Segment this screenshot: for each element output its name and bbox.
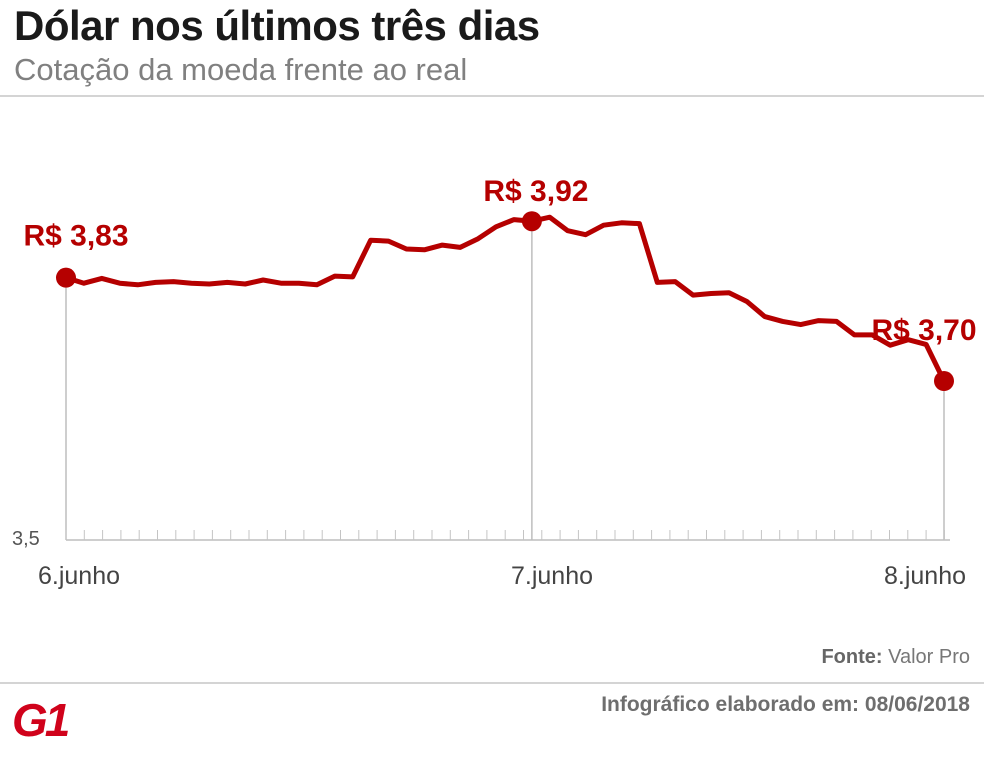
data-point-marker: [521, 211, 542, 232]
source-label: Fonte:: [821, 646, 883, 668]
data-labels: R$ 3,83 R$ 3,92 R$ 3,70: [23, 175, 976, 347]
x-tick-label: 8.junho: [884, 562, 966, 590]
point-markers: [56, 211, 954, 391]
g1-logo: G1: [12, 696, 72, 740]
credit-note: Infográfico elaborado em: 08/06/2018: [601, 693, 970, 716]
series-layer: [63, 214, 947, 384]
data-point-marker: [56, 267, 76, 288]
data-label: R$ 3,70: [871, 314, 976, 347]
source-value: Valor Pro: [888, 646, 970, 668]
data-label: R$ 3,92: [483, 175, 588, 208]
source-note: Fonte: Valor Pro: [821, 646, 970, 669]
g1-logo-text: G1: [12, 696, 69, 740]
x-axis: [65, 530, 950, 541]
reference-lines: [65, 221, 945, 540]
y-axis-label: 3,5: [12, 528, 40, 550]
bottom-divider: [0, 682, 984, 684]
tick-labels: 3,5 6.junho 7.junho 8.junho: [12, 528, 966, 590]
data-label: R$ 3,83: [23, 220, 128, 253]
chart-title: Dólar nos últimos três dias: [14, 2, 540, 49]
chart-subtitle: Cotação da moeda frente ao real: [14, 52, 468, 87]
series-line: [63, 214, 947, 384]
top-divider: [0, 95, 984, 97]
line-chart: R$ 3,83 R$ 3,92 R$ 3,70 3,5 6.junho 7.junho 8…: [12, 175, 977, 590]
data-point-marker: [934, 371, 954, 391]
x-tick-label: 6.junho: [38, 562, 120, 590]
x-tick-label: 7.junho: [511, 562, 593, 590]
